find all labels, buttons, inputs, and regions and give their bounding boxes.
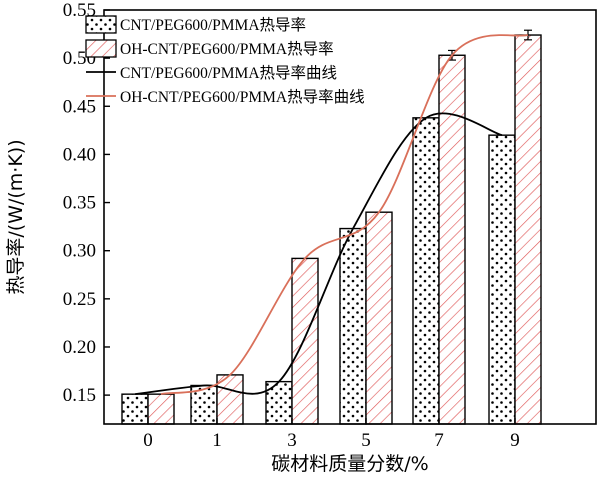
- x-tick-label: 5: [361, 430, 371, 451]
- ticks-layer: 0.150.200.250.300.350.400.450.500.550 1 3 5…: [63, 0, 520, 451]
- y-tick-label: 0.35: [63, 193, 96, 214]
- y-tick-label: 0.40: [63, 144, 96, 165]
- bar-oh-cnt: [291, 257, 319, 425]
- bar-oh-cnt: [438, 54, 466, 425]
- bar-cnt: [488, 134, 516, 425]
- lines-layer: [134, 34, 529, 396]
- x-tick-label: 3: [287, 430, 297, 451]
- legend: CNT/PEG600/PMMA热导率 OH-CNT/PEG600/PMMA热导率 C…: [85, 15, 365, 106]
- x-tick-label: 0: [143, 430, 153, 451]
- legend-label: OH-CNT/PEG600/PMMA热导率: [120, 40, 334, 58]
- y-tick-label: 0.45: [63, 96, 96, 117]
- y-tick-label: 0.20: [63, 337, 96, 358]
- bar-cnt: [339, 227, 367, 425]
- x-tick-label: 9: [510, 430, 520, 451]
- bar-oh-cnt: [514, 34, 542, 425]
- y-tick-label: 0.15: [63, 385, 96, 406]
- oh-cnt-curve: [160, 34, 529, 396]
- x-axis-title: 碳材料质量分数/%: [271, 453, 428, 475]
- legend-label: CNT/PEG600/PMMA热导率曲线: [120, 64, 337, 82]
- legend-swatch-hatch: [85, 39, 117, 58]
- bar-cnt: [412, 117, 440, 425]
- y-tick-label: 0.25: [63, 289, 96, 310]
- bar-oh-cnt: [216, 374, 244, 425]
- plot-frame: [103, 9, 597, 425]
- y-axis-title: 热导率/(W/(m·K)): [5, 139, 27, 294]
- bar-cnt: [121, 393, 149, 425]
- legend-label: OH-CNT/PEG600/PMMA热导率曲线: [120, 88, 365, 106]
- x-tick-label: 7: [434, 430, 444, 451]
- legend-label: CNT/PEG600/PMMA热导率: [120, 16, 306, 34]
- x-tick-label: 1: [212, 430, 222, 451]
- legend-swatch-dots: [85, 15, 117, 34]
- cnt-curve: [134, 112, 503, 396]
- bar-oh-cnt: [147, 393, 175, 425]
- bar-oh-cnt: [365, 211, 393, 425]
- y-tick-label: 0.30: [63, 241, 96, 262]
